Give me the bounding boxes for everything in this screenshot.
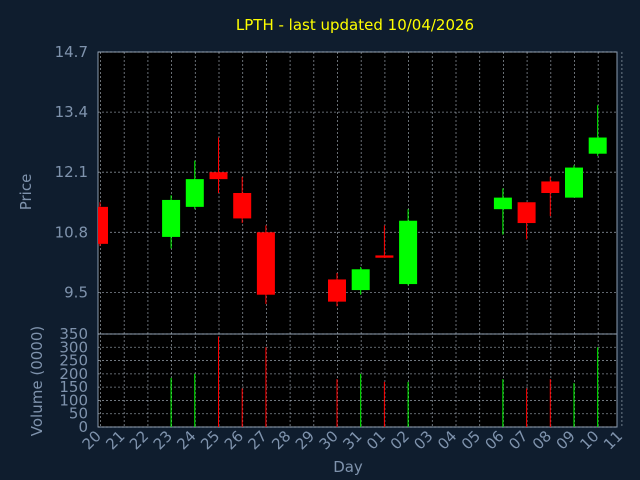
day-tick-label: 02: [387, 427, 413, 453]
candle-body: [209, 172, 228, 180]
candle-body: [351, 269, 370, 291]
candle-body: [162, 199, 181, 237]
day-tick-label: 10: [576, 427, 602, 453]
day-tick-label: 04: [434, 427, 460, 453]
day-tick-label: 23: [150, 427, 176, 453]
volume-axis-label: Volume (0000): [28, 326, 46, 436]
candle-body: [233, 193, 252, 219]
candle-body: [399, 220, 418, 285]
day-tick-label: 31: [339, 427, 365, 453]
day-tick-label: 01: [363, 427, 389, 453]
volume-tick-label: 200: [59, 365, 88, 383]
day-tick-label: 27: [244, 427, 270, 453]
price-tick-label: 13.4: [55, 103, 88, 121]
candle-body: [256, 232, 275, 295]
day-tick-label: 22: [126, 427, 152, 453]
volume-tick-label: 50: [69, 405, 88, 423]
day-tick-label: 29: [292, 427, 318, 453]
day-tick-label: 05: [458, 427, 484, 453]
candle-body: [541, 181, 560, 193]
price-tick-label: 10.8: [55, 223, 88, 241]
day-axis-label: Day: [333, 458, 363, 476]
price-plot-area: [97, 51, 618, 335]
day-tick-label: 28: [268, 427, 294, 453]
day-tick-label: 06: [481, 427, 507, 453]
candle-body: [493, 197, 512, 210]
candle-body: [565, 167, 583, 198]
candle-body: [98, 206, 108, 244]
day-tick-label: 03: [410, 427, 436, 453]
day-tick-label: 09: [553, 427, 579, 453]
day-tick-label: 11: [600, 427, 626, 453]
day-tick-label: 26: [221, 427, 247, 453]
day-tick-label: 08: [529, 427, 555, 453]
volume-tick-label: 300: [59, 338, 88, 356]
day-tick-label: 21: [102, 427, 128, 453]
day-tick-label: 07: [505, 427, 531, 453]
candle-body: [517, 202, 536, 224]
volume-tick-label: 350: [59, 325, 88, 343]
candle-body: [588, 137, 607, 154]
price-tick-label: 12.1: [55, 163, 88, 181]
price-axis-label: Price: [17, 174, 35, 211]
day-tick-label: 24: [173, 427, 199, 453]
price-tick-label: 9.5: [64, 283, 88, 301]
candle-body: [328, 279, 346, 302]
volume-tick-label: 150: [59, 378, 88, 396]
day-tick-label: 25: [197, 427, 223, 453]
volume-tick-label: 100: [59, 391, 88, 409]
volume-tick-label: 0: [78, 418, 88, 436]
price-tick-label: 14.7: [55, 43, 88, 61]
candle-body: [185, 179, 204, 207]
day-tick-label: 30: [316, 427, 342, 453]
chart-title: LPTH - last updated 10/04/2026: [236, 16, 474, 34]
volume-tick-label: 250: [59, 352, 88, 370]
candle-body: [375, 255, 394, 258]
volume-plot-area: [97, 333, 618, 428]
